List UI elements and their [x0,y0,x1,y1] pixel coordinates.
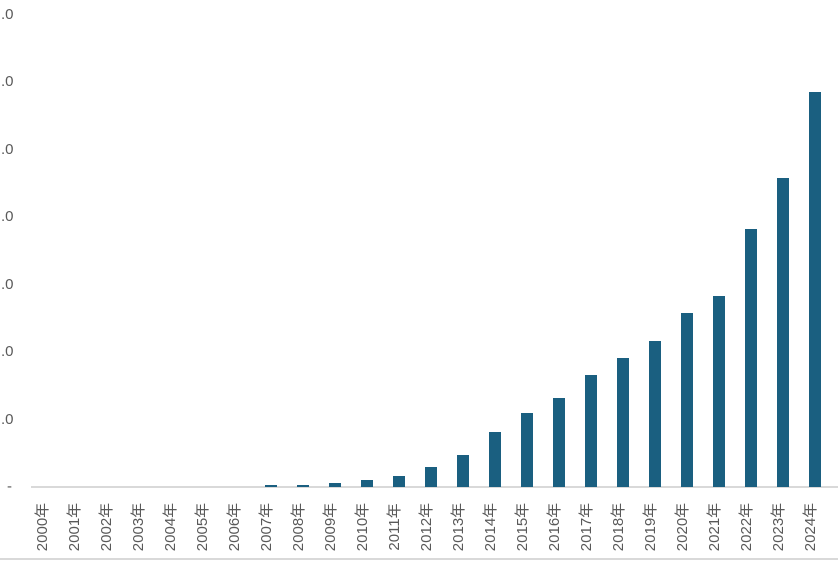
x-tick-label: 2021年 [706,502,723,552]
bar-2019年 [649,341,661,487]
x-tick-label: 2017年 [578,502,595,552]
bar-2012年 [425,467,437,487]
x-tick-label: 2013年 [450,502,467,552]
x-tick-label: 2010年 [354,502,371,552]
y-tick-label: .0 [1,208,14,225]
bar-2021年 [713,296,725,487]
x-tick-label: 2011年 [386,503,403,551]
y-tick-label: .0 [1,141,14,158]
bar-2022年 [745,229,757,487]
bar-2024年 [809,92,821,487]
bar-2008年 [297,485,309,487]
x-tick-label: 2016年 [546,502,563,552]
bar-2018年 [617,358,629,487]
y-tick-label: .0 [1,276,14,293]
bar-2023年 [777,178,789,487]
bar-2007年 [265,485,277,487]
y-tick-zero: - [7,478,12,495]
y-tick-label: .0 [1,6,14,23]
bar-2017年 [585,375,597,487]
x-tick-label: 2014年 [482,502,499,552]
x-tick-label: 2002年 [98,502,115,552]
bar-2014年 [489,432,501,487]
x-tick-label: 2007年 [258,502,275,552]
bar-2020年 [681,313,693,487]
bar-2016年 [553,398,565,487]
bar-2011年 [393,476,405,487]
x-tick-label: 2019年 [642,502,659,552]
x-tick-label: 2024年 [802,502,819,552]
bar-2009年 [329,483,341,487]
x-tick-label: 2003年 [130,502,147,552]
x-tick-label: 2008年 [290,502,307,552]
bar-2015年 [521,413,533,487]
y-tick-label: .0 [1,411,14,428]
chart-bottom-border [0,558,838,560]
x-tick-label: 2004年 [162,502,179,552]
y-tick-label: .0 [1,343,14,360]
x-tick-label: 2018年 [610,502,627,552]
x-tick-label: 2009年 [322,502,339,552]
x-tick-label: 2001年 [66,502,83,552]
y-tick-label: .0 [1,73,14,90]
x-tick-label: 2022年 [738,502,755,552]
x-tick-label: 2006年 [226,502,243,552]
x-axis-line [31,486,838,488]
x-tick-label: 2015年 [514,502,531,552]
bar-2010年 [361,480,373,487]
x-tick-label: 2000年 [34,502,51,552]
bar-2013年 [457,455,469,487]
x-tick-label: 2023年 [770,502,787,552]
x-tick-label: 2020年 [674,502,691,552]
x-tick-label: 2005年 [194,502,211,552]
x-tick-label: 2012年 [418,502,435,552]
